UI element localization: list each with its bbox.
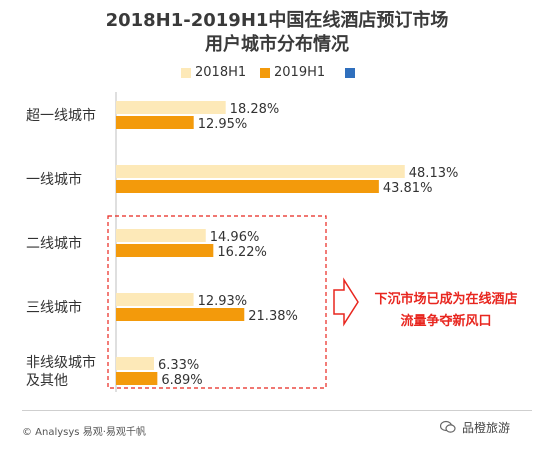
data-label: 12.93% [198, 294, 248, 309]
legend-label-2018h1: 2018H1 [195, 65, 247, 80]
legend-label-2019h1: 2019H1 [274, 65, 326, 80]
data-label: 16.22% [217, 245, 267, 260]
footer-divider [22, 410, 532, 411]
data-label: 14.96% [210, 230, 260, 245]
chart-title-line2: 用户城市分布情况 [205, 34, 349, 55]
data-label: 6.89% [161, 373, 202, 388]
bar-2018h1 [116, 165, 405, 178]
category-label: 及其他 [26, 373, 68, 389]
callout-arrow [333, 277, 359, 327]
category-label: 三线城市 [26, 299, 82, 316]
bar-2019h1 [116, 372, 158, 385]
category-label: 一线城市 [26, 171, 82, 188]
legend-swatch-2018h1 [181, 68, 191, 78]
legend-swatch-2019h1 [260, 68, 270, 78]
data-label: 48.13% [409, 166, 459, 181]
chart-legend: 2018H1 2019H1 [0, 64, 554, 84]
bar-2018h1 [116, 357, 154, 370]
callout-line2: 流量争夺新风口 [400, 314, 492, 329]
bar-2019h1 [116, 244, 214, 257]
bar-2019h1 [116, 180, 379, 193]
data-label: 21.38% [248, 309, 298, 324]
wechat-icon [440, 420, 456, 433]
chart-title-line1: 2018H1-2019H1中国在线酒店预订市场 [105, 10, 449, 31]
category-label: 超一线城市 [26, 107, 96, 124]
callout-line1: 下沉市场已成为在线酒店 [374, 292, 518, 307]
bar-2019h1 [116, 116, 194, 129]
category-label: 非线级城市 [26, 354, 96, 371]
category-label: 二线城市 [26, 235, 82, 252]
bar-2018h1 [116, 101, 226, 114]
data-label: 43.81% [383, 181, 433, 196]
highlight-box [107, 215, 327, 389]
data-label: 18.28% [230, 102, 280, 117]
footer-copyright: © Analysys 易观·易观千帆 [22, 427, 146, 438]
legend-swatch-extra [345, 68, 355, 78]
bar-2018h1 [116, 293, 194, 306]
footer-brand: 品橙旅游 [462, 421, 511, 435]
data-label: 6.33% [158, 358, 199, 373]
bar-2018h1 [116, 229, 206, 242]
data-label: 12.95% [198, 117, 248, 132]
bar-2019h1 [116, 308, 245, 321]
